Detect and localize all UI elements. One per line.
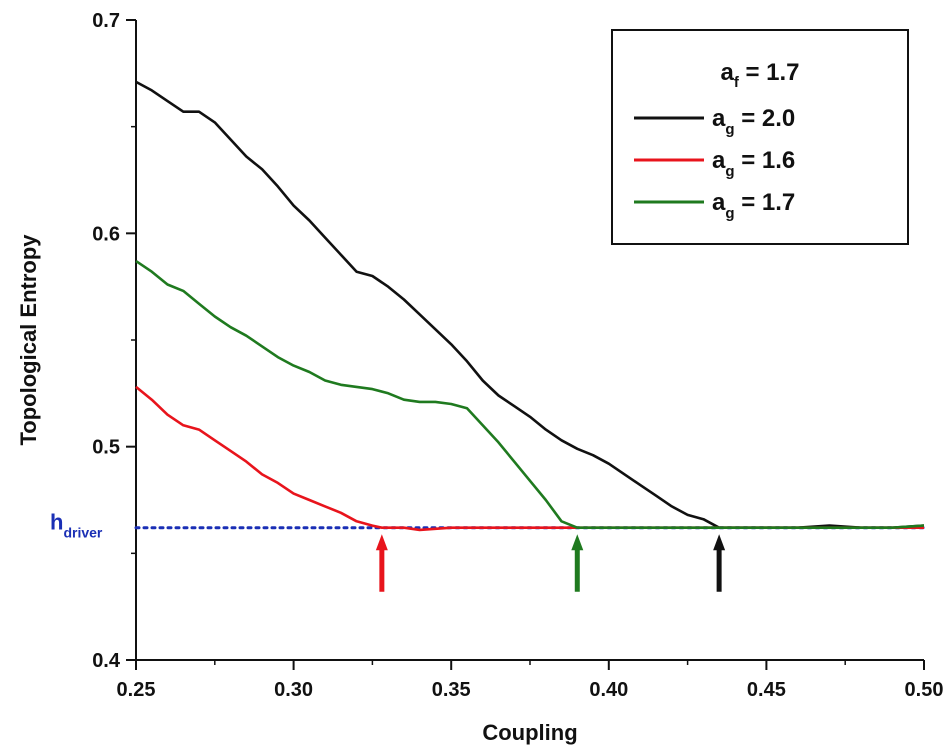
legend-label-2: ag = 1.6 [712, 147, 795, 180]
x-tick-label: 0.45 [747, 679, 786, 701]
x-tick-label: 0.25 [117, 679, 156, 701]
arrow-head-2 [571, 534, 584, 551]
legend-title: af = 1.7 [720, 59, 799, 91]
series-line-1 [135, 80, 925, 529]
series-line-3 [135, 260, 925, 529]
legend-label-1: ag = 2.0 [712, 105, 795, 138]
threshold-arrows [375, 534, 726, 592]
h-driver-label: hdriver [50, 510, 103, 541]
series-lines [135, 80, 925, 532]
legend-box [611, 29, 909, 245]
y-axis-ticks: 0.4 0.5 0.6 0.7 [92, 10, 136, 672]
arrow-head-1 [375, 534, 388, 551]
legend-label-3: ag = 1.7 [712, 189, 795, 222]
series-line-2 [135, 385, 924, 532]
y-axis-title: Topological Entropy [16, 234, 41, 446]
legend: af = 1.7 ag = 2.0 ag = 1.6 ag = 1.7 [611, 29, 909, 245]
x-axis-title: Coupling [482, 720, 577, 745]
x-axis-ticks: 0.25 0.30 0.35 0.40 0.45 0.50 [117, 660, 944, 701]
arrow-head-3 [713, 534, 726, 551]
y-tick-label: 0.6 [92, 223, 120, 245]
x-tick-label: 0.30 [274, 679, 313, 701]
y-tick-label: 0.7 [92, 10, 120, 32]
h-driver-reference: hdriver [50, 510, 926, 541]
x-tick-label: 0.50 [905, 679, 944, 701]
y-tick-label: 0.5 [92, 437, 120, 459]
x-tick-label: 0.40 [589, 679, 628, 701]
y-tick-label: 0.4 [92, 650, 121, 672]
x-tick-label: 0.35 [432, 679, 471, 701]
